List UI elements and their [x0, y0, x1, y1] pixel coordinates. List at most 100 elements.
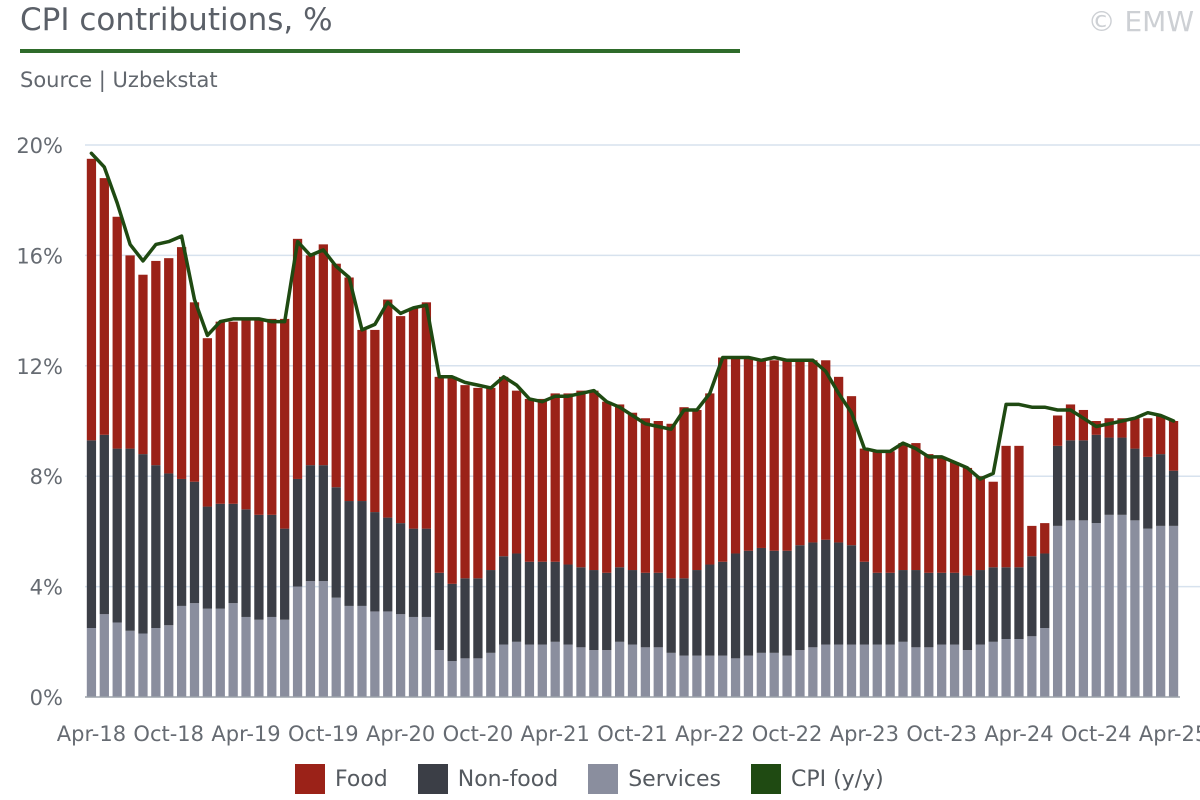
bar-food [460, 385, 470, 579]
source-note: Source | Uzbekstat [20, 68, 218, 92]
bar-nonfood [718, 561, 728, 656]
legend-swatch-services [588, 764, 619, 794]
bar-services [846, 644, 857, 697]
bar-nonfood [1168, 470, 1179, 526]
bar-services [383, 611, 393, 697]
bar-food [1104, 418, 1114, 438]
bar-nonfood [846, 545, 857, 645]
bar-nonfood [318, 465, 328, 582]
bar-nonfood [653, 572, 663, 648]
bar-nonfood [821, 539, 831, 645]
bar-services [357, 605, 367, 697]
bar-services [653, 647, 663, 697]
bar-nonfood [730, 553, 741, 659]
bar-nonfood [86, 440, 97, 628]
bar-food [833, 376, 844, 543]
bar-food [138, 274, 148, 455]
chart-title: CPI contributions, % [20, 2, 333, 38]
bar-nonfood [421, 528, 432, 617]
bar-food [112, 216, 122, 449]
bar-services [241, 616, 251, 697]
x-tick-label: Apr-22 [675, 722, 744, 746]
bar-food [280, 318, 290, 529]
x-tick-label: Apr-24 [984, 722, 1053, 746]
bar-services [666, 652, 676, 697]
bar-nonfood [460, 578, 470, 659]
bar-services [705, 655, 715, 697]
bar-nonfood [833, 542, 844, 645]
bar-food [614, 404, 625, 568]
bar-nonfood [666, 578, 676, 653]
cpi-contributions-chart: 0% 4% 8% 12% 16% 20% Apr-18 Oct-18 Apr-19 Oct-19 A… [16, 134, 1200, 746]
bar-nonfood [640, 572, 651, 648]
bar-nonfood [743, 550, 754, 656]
bar-food [1078, 409, 1089, 441]
legend-item-nonfood: Non-food [417, 764, 559, 794]
bar-food [447, 376, 457, 584]
legend-item-food: Food [295, 764, 388, 794]
bar-food [795, 360, 805, 546]
x-tick-label: Apr-19 [211, 722, 280, 746]
bar-services [164, 625, 174, 697]
bar-food [228, 321, 238, 504]
bar-nonfood [151, 465, 161, 628]
bar-food [215, 321, 225, 504]
bar-nonfood [769, 550, 779, 653]
bar-food [730, 357, 741, 554]
bar-food [370, 329, 380, 513]
x-tick-label: Apr-18 [57, 722, 126, 746]
bar-services [795, 650, 805, 697]
bar-food [846, 396, 857, 546]
bar-food [164, 258, 174, 474]
bar-services [138, 633, 148, 697]
bar-food [267, 318, 277, 515]
bar-services [473, 658, 483, 697]
bar-nonfood [1117, 437, 1127, 515]
bar-services [189, 603, 200, 697]
bar-services [1027, 636, 1037, 697]
bar-food [434, 376, 444, 573]
bar-food [408, 307, 419, 529]
bar-nonfood [254, 514, 264, 620]
bar-food [241, 318, 251, 510]
bar-nonfood [447, 583, 457, 662]
bar-services [524, 644, 535, 697]
bar-services [1040, 628, 1050, 697]
bar-food [125, 255, 135, 449]
bar-services [627, 644, 638, 697]
bar-services [1052, 525, 1063, 697]
bar-services [202, 608, 213, 697]
bar-nonfood [627, 570, 638, 645]
bar-services [898, 641, 908, 697]
bar-nonfood [1040, 553, 1050, 628]
bar-services [1104, 514, 1114, 697]
bar-services [215, 608, 225, 697]
bar-nonfood [511, 553, 522, 642]
bar-nonfood [692, 570, 702, 656]
legend-label-nonfood: Non-food [457, 766, 559, 792]
bar-nonfood [705, 564, 715, 656]
bar-nonfood [679, 578, 689, 656]
x-tick-label: Oct-18 [133, 722, 204, 746]
bar-services [511, 641, 522, 697]
bar-services [408, 616, 419, 697]
bar-nonfood [370, 512, 380, 612]
bar-services [99, 614, 109, 697]
bar-food [627, 412, 638, 571]
bar-food [743, 357, 754, 551]
bar-services [885, 644, 895, 697]
bar-food [1117, 418, 1127, 438]
bar-nonfood [280, 528, 290, 620]
bar-food [176, 247, 187, 479]
bar-services [563, 644, 573, 697]
bar-nonfood [872, 572, 882, 645]
bar-nonfood [589, 570, 599, 651]
bar-services [769, 652, 779, 697]
bar-services [937, 644, 947, 697]
x-tick-label: Apr-25 [1139, 722, 1200, 746]
bar-food [499, 376, 509, 557]
bar-food [189, 302, 200, 482]
bar-services [267, 616, 277, 697]
title-underline [20, 49, 740, 53]
bar-nonfood [1001, 567, 1011, 640]
